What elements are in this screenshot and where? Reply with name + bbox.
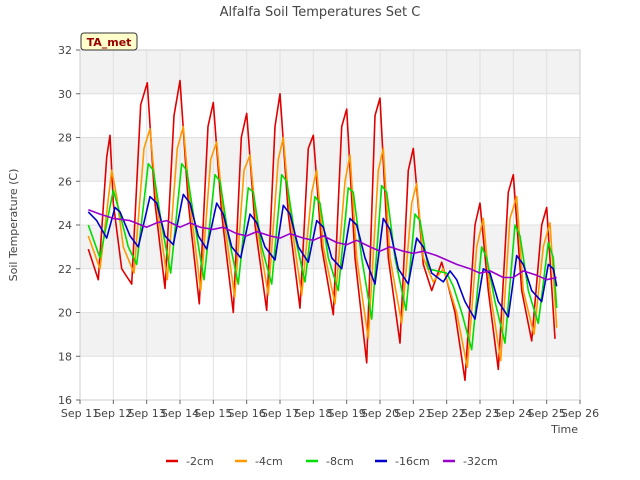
y-axis-label: Soil Temperature (C) (7, 169, 20, 282)
chart-title: Alfalfa Soil Temperatures Set C (220, 5, 421, 20)
y-tick-label: 22 (58, 263, 72, 276)
x-tick-label: Sep 25 (528, 407, 566, 420)
series-line-minus-32cm (88, 208, 557, 281)
legend: -2cm -4cm -8cm -16cm -32cm (166, 455, 498, 468)
x-tick-label: Sep 24 (494, 407, 532, 420)
legend-label: -32cm (463, 455, 498, 468)
series-lines (87, 79, 558, 382)
y-tick-label: 32 (58, 44, 72, 57)
y-tick-label: 30 (58, 88, 72, 101)
plot-band (80, 50, 580, 94)
x-tick-label: Sep 21 (394, 407, 432, 420)
annotation-box (80, 32, 138, 51)
x-tick-label: Sep 18 (294, 407, 332, 420)
plot-band (80, 137, 580, 182)
plot-band (80, 356, 580, 400)
legend-label: -8cm (326, 455, 354, 468)
x-tick-label: Sep 22 (428, 407, 466, 420)
series-line-minus-4cm (87, 125, 558, 368)
legend-label: -16cm (395, 455, 430, 468)
legend-label: -4cm (255, 455, 283, 468)
x-tick-label: Sep 23 (461, 407, 499, 420)
y-tick-label: 20 (58, 307, 72, 320)
x-tick-label: Sep 26 (561, 407, 599, 420)
x-tick-label: Sep 17 (261, 407, 299, 420)
plot-band (80, 93, 580, 138)
annotation-text: TA_met (87, 36, 132, 49)
x-tick-label: Sep 13 (128, 407, 166, 420)
x-tick-label: Sep 19 (328, 407, 366, 420)
x-tick-label: Sep 15 (194, 407, 232, 420)
plot-band (80, 181, 580, 225)
x-axis-label: Time (550, 423, 578, 436)
ta-met-annotation: TA_met (80, 32, 138, 51)
y-tick-label: 28 (58, 132, 72, 145)
y-tick-label: 26 (58, 175, 72, 188)
x-tick-label: Sep 11 (61, 407, 99, 420)
y-axis-ticks: 16 18 20 22 24 26 28 30 32 (58, 44, 80, 407)
series-line-minus-2cm (87, 79, 556, 382)
x-tick-label: Sep 20 (361, 407, 399, 420)
x-tick-label: Sep 12 (94, 407, 132, 420)
y-tick-label: 24 (58, 219, 72, 232)
y-tick-label: 16 (58, 394, 72, 407)
x-tick-label: Sep 16 (228, 407, 266, 420)
x-tick-label: Sep 14 (161, 407, 199, 420)
legend-label: -2cm (186, 455, 214, 468)
y-tick-label: 18 (58, 350, 72, 363)
